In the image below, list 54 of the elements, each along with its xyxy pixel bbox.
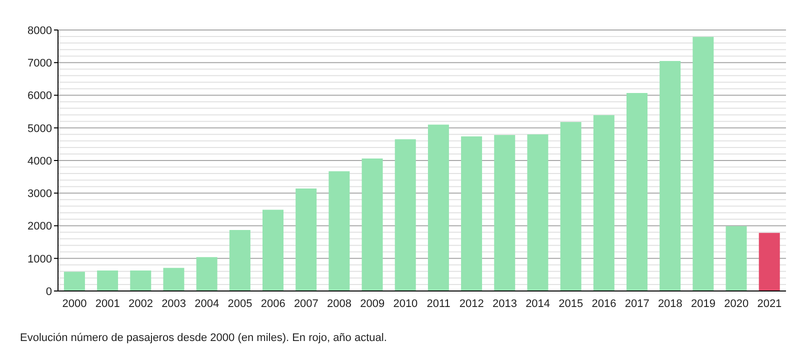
bar bbox=[362, 158, 383, 291]
y-tick-label: 8000 bbox=[28, 24, 52, 37]
x-tick-label: 2013 bbox=[492, 298, 517, 310]
x-tick-label: 2002 bbox=[128, 298, 153, 310]
x-tick-label: 2017 bbox=[624, 298, 650, 310]
bar bbox=[593, 115, 614, 291]
y-tick-label: 7000 bbox=[28, 58, 52, 70]
text: Evolución número de pasajeros desde 2000 (en miles). En rojo, año actual. bbox=[20, 332, 387, 344]
bar bbox=[130, 270, 152, 291]
x-tick-label: 2015 bbox=[558, 298, 584, 310]
bar bbox=[328, 171, 350, 291]
x-tick-label: 2005 bbox=[228, 298, 252, 310]
x-tick-label: 2012 bbox=[459, 298, 484, 310]
y-tick-label: 3000 bbox=[28, 188, 52, 200]
x-tick-label: 2016 bbox=[592, 298, 616, 310]
bar bbox=[494, 135, 516, 291]
x-tick-label: 2021 bbox=[757, 298, 782, 310]
y-tick-label: 6000 bbox=[28, 90, 52, 102]
y-tick-label: 2000 bbox=[28, 220, 52, 233]
x-tick-label: 2011 bbox=[426, 298, 450, 310]
x-tick-label: 2007 bbox=[294, 298, 318, 310]
x-tick-label: 2001 bbox=[95, 298, 120, 310]
bar bbox=[758, 232, 780, 291]
x-tick-label: 2009 bbox=[360, 298, 385, 310]
y-tick-label: 4000 bbox=[28, 155, 52, 168]
x-tick-label: 2003 bbox=[162, 298, 186, 310]
bar bbox=[428, 124, 449, 291]
bar bbox=[726, 226, 747, 291]
y-tick-label: 0 bbox=[46, 286, 52, 298]
x-tick-label: 2014 bbox=[526, 298, 550, 310]
x-tick-label: 2020 bbox=[724, 298, 749, 310]
bar bbox=[527, 134, 548, 291]
x-tick-label: 2010 bbox=[393, 298, 418, 310]
x-tick-label: 2018 bbox=[658, 298, 682, 310]
bar bbox=[394, 139, 416, 291]
y-tick-label: 1000 bbox=[28, 253, 52, 266]
bar bbox=[229, 230, 250, 291]
bar bbox=[97, 270, 118, 291]
bar bbox=[296, 188, 317, 291]
bar bbox=[461, 136, 482, 291]
x-tick-label: 2008 bbox=[327, 298, 352, 310]
x-tick-label: 2019 bbox=[691, 298, 716, 310]
bar bbox=[692, 36, 714, 291]
bar bbox=[660, 60, 681, 291]
y-tick-label: 5000 bbox=[28, 122, 52, 135]
x-tick-label: 2006 bbox=[260, 298, 286, 310]
bar bbox=[262, 210, 284, 291]
bar bbox=[196, 257, 218, 291]
bar bbox=[163, 268, 184, 291]
bar bbox=[64, 272, 85, 291]
x-tick-label: 2000 bbox=[62, 298, 87, 310]
x-tick-label: 2004 bbox=[194, 298, 220, 310]
bar bbox=[560, 122, 582, 291]
bar bbox=[626, 92, 648, 291]
